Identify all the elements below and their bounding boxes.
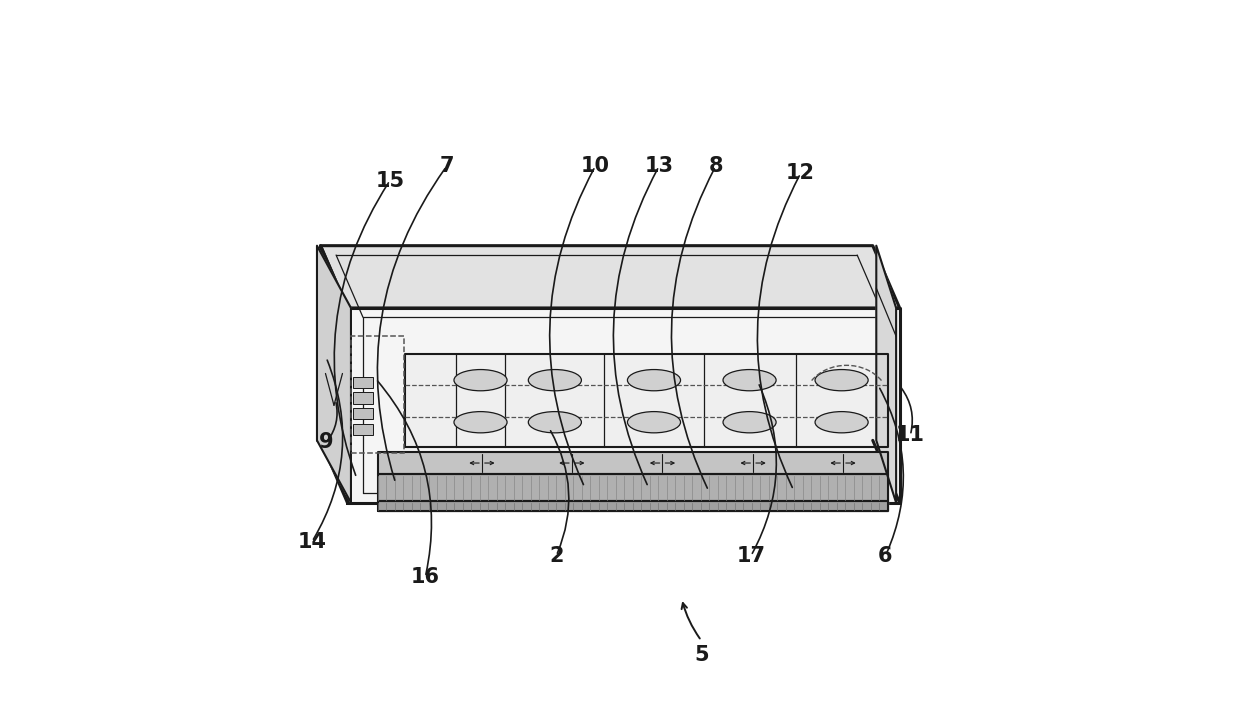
Text: 12: 12 (786, 164, 815, 183)
Polygon shape (405, 354, 888, 447)
Text: 16: 16 (410, 567, 440, 587)
Polygon shape (317, 246, 351, 503)
Polygon shape (347, 308, 900, 503)
Ellipse shape (627, 370, 681, 391)
Text: 15: 15 (376, 171, 404, 190)
Text: 2: 2 (549, 546, 563, 566)
Text: 8: 8 (708, 156, 723, 176)
Ellipse shape (454, 411, 507, 433)
Ellipse shape (723, 370, 776, 391)
Text: 5: 5 (694, 645, 709, 665)
Polygon shape (378, 474, 888, 501)
Polygon shape (378, 452, 888, 474)
Bar (353, 377, 373, 388)
Polygon shape (320, 246, 347, 503)
Ellipse shape (815, 370, 868, 391)
Text: 13: 13 (645, 156, 673, 176)
Text: 6: 6 (878, 546, 893, 566)
Ellipse shape (528, 411, 582, 433)
Text: 11: 11 (895, 426, 925, 445)
Bar (353, 392, 373, 404)
Text: 10: 10 (580, 156, 610, 176)
Ellipse shape (723, 411, 776, 433)
Ellipse shape (627, 411, 681, 433)
Text: 7: 7 (439, 156, 454, 176)
Ellipse shape (528, 370, 582, 391)
Polygon shape (378, 501, 888, 511)
Polygon shape (320, 246, 900, 308)
Bar (353, 424, 373, 435)
Text: 14: 14 (298, 532, 326, 552)
Ellipse shape (815, 411, 868, 433)
Text: 9: 9 (319, 433, 334, 452)
Polygon shape (877, 246, 897, 503)
Bar (353, 408, 373, 419)
Text: 17: 17 (737, 546, 765, 566)
Ellipse shape (454, 370, 507, 391)
